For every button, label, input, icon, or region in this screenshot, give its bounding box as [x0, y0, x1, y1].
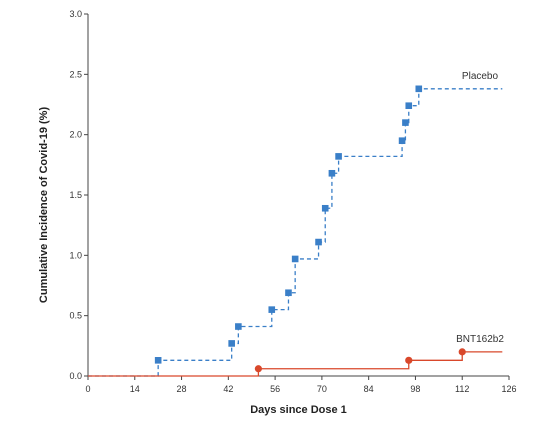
- x-tick-label: 84: [364, 384, 374, 394]
- y-tick-label: 2.5: [69, 69, 82, 79]
- placebo-marker: [335, 153, 342, 160]
- x-tick-label: 42: [223, 384, 233, 394]
- y-tick-label: 0.0: [69, 371, 82, 381]
- placebo-marker: [398, 137, 406, 144]
- placebo-marker: [328, 169, 336, 177]
- placebo-marker: [291, 255, 299, 263]
- placebo-series-label: Placebo: [462, 71, 499, 82]
- placebo-marker: [228, 340, 235, 347]
- x-tick-label: 14: [130, 384, 140, 394]
- y-tick-label: 1.0: [69, 250, 82, 260]
- placebo-marker: [285, 289, 292, 297]
- x-tick-label: 112: [455, 384, 469, 394]
- bnt162b2-marker: [254, 365, 263, 373]
- x-tick-label: 56: [270, 384, 280, 394]
- placebo-marker: [402, 119, 409, 126]
- y-tick-label: 3.0: [69, 9, 82, 19]
- placebo-marker: [405, 102, 413, 110]
- placebo-step-line: [88, 88, 503, 377]
- placebo-marker: [154, 357, 162, 364]
- placebo-marker: [315, 238, 322, 246]
- x-tick-label: 98: [410, 384, 420, 394]
- placebo-marker: [268, 306, 276, 313]
- y-axis-title: Cumulative Incidence of Covid-19 (%): [38, 107, 50, 304]
- y-tick-label: 2.0: [69, 130, 82, 140]
- placebo-marker: [235, 323, 242, 330]
- placebo-marker: [415, 85, 423, 93]
- x-tick-label: 0: [85, 384, 90, 394]
- y-tick-label: 1.5: [69, 190, 82, 200]
- bnt162b2-series-label: BNT162b2: [456, 334, 504, 345]
- bnt162b2-marker: [458, 348, 466, 356]
- y-tick-label: 0.5: [69, 311, 82, 321]
- bnt162b2-step-line: [88, 351, 503, 377]
- x-tick-label: 70: [317, 384, 327, 394]
- x-axis-title: Days since Dose 1: [250, 404, 347, 416]
- x-tick-label: 28: [177, 384, 187, 394]
- bnt162b2-marker: [405, 356, 413, 364]
- placebo-marker: [321, 204, 329, 212]
- x-tick-label: 126: [501, 384, 516, 394]
